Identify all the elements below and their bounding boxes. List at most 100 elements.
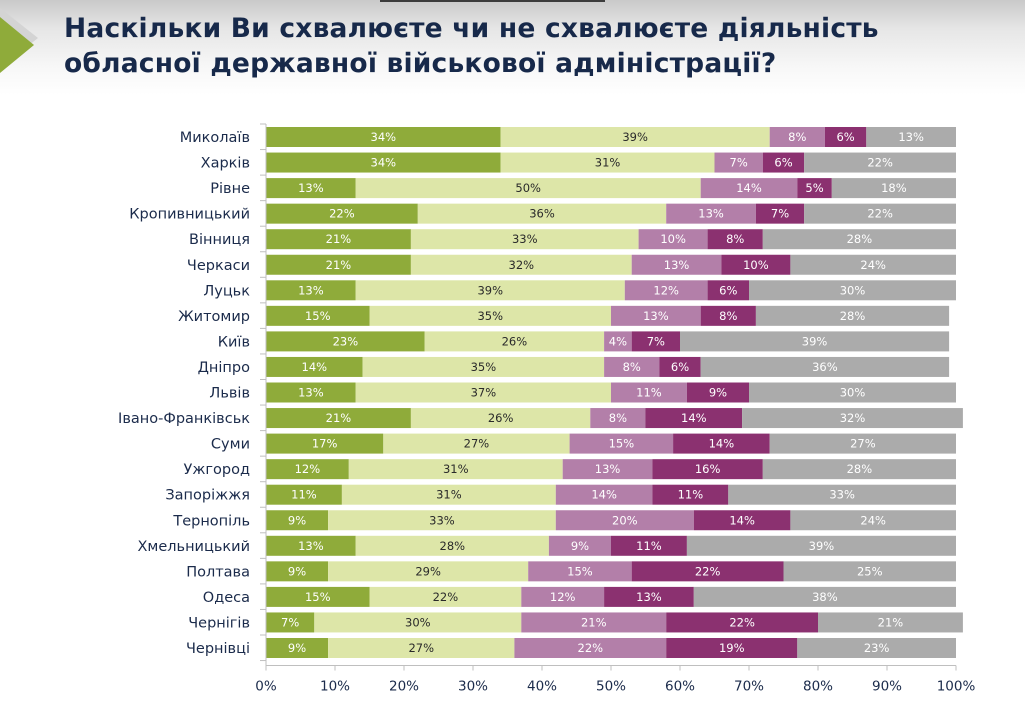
- data-label: 30%: [840, 386, 866, 400]
- bar-segment: [266, 459, 349, 480]
- data-label: 31%: [443, 462, 469, 476]
- bar-segment: [521, 586, 605, 607]
- bar-segment: [355, 535, 549, 556]
- data-label: 22%: [433, 590, 459, 604]
- category-label: Полтава: [186, 564, 250, 580]
- bar-segment: [500, 152, 715, 173]
- bar-segment: [790, 254, 956, 275]
- data-label: 22%: [867, 207, 893, 221]
- bar-segment: [631, 561, 784, 582]
- data-label: 32%: [509, 258, 535, 272]
- bars-layer: 34% 39% 8% 6% 13% 34% 31% 7% 6% 22% 13% 50% 14% 5% 18%…: [266, 127, 963, 658]
- bar-segment: [783, 561, 956, 582]
- bar-segment: [700, 178, 798, 199]
- data-label: 14%: [736, 181, 762, 195]
- data-label: 11%: [636, 539, 662, 553]
- bar-segment: [348, 459, 563, 480]
- x-tick-label: 40%: [527, 679, 557, 695]
- data-label: 30%: [840, 283, 866, 297]
- title-line-2: обласної державної військової адміністра…: [64, 48, 777, 79]
- data-label: 7%: [281, 615, 299, 629]
- data-label: 39%: [802, 334, 828, 348]
- bar-segment: [362, 356, 605, 377]
- data-label: 7%: [730, 156, 748, 170]
- bar-segment: [548, 535, 611, 556]
- category-label: Чернігів: [188, 615, 250, 631]
- data-label: 6%: [719, 283, 737, 297]
- category-label: Одеса: [203, 590, 250, 606]
- data-label: 28%: [847, 462, 873, 476]
- bar-segment: [266, 331, 425, 352]
- bar-segment: [762, 152, 805, 173]
- green-arrow-icon: [0, 17, 34, 73]
- data-label: 4%: [609, 334, 627, 348]
- data-label: 9%: [571, 539, 589, 553]
- bar-segment: [693, 586, 956, 607]
- bar-segment: [631, 254, 722, 275]
- bar-segment: [762, 459, 956, 480]
- data-label: 6%: [671, 360, 689, 374]
- data-label: 38%: [812, 590, 838, 604]
- data-label: 30%: [405, 615, 431, 629]
- bar-segment: [714, 152, 763, 173]
- data-label: 9%: [288, 513, 306, 527]
- bar-segment: [341, 484, 556, 505]
- bar-segment: [266, 408, 411, 429]
- bar-segment: [707, 229, 763, 250]
- data-label: 39%: [622, 130, 648, 144]
- bar-segment: [797, 178, 832, 199]
- bar-segment: [604, 586, 694, 607]
- category-label: Дніпро: [198, 360, 251, 376]
- category-label: Харків: [201, 156, 250, 172]
- bar-segment: [721, 254, 791, 275]
- data-label: 13%: [698, 207, 724, 221]
- x-tick-label: 10%: [320, 679, 350, 695]
- data-label: 21%: [326, 411, 352, 425]
- data-label: 13%: [595, 462, 621, 476]
- data-label: 14%: [681, 411, 707, 425]
- category-label: Житомир: [178, 309, 250, 325]
- bar-segment: [328, 510, 556, 531]
- data-label: 8%: [623, 360, 641, 374]
- bar-segment: [410, 254, 632, 275]
- bar-segment: [673, 433, 770, 454]
- bar-segment: [693, 510, 791, 531]
- x-tick-label: 20%: [389, 679, 419, 695]
- data-label: 13%: [298, 386, 324, 400]
- category-label: Миколаїв: [180, 130, 250, 146]
- data-label: 26%: [488, 411, 514, 425]
- bar-segment: [797, 638, 956, 658]
- bar-segment: [638, 229, 708, 250]
- bar-segment: [652, 459, 763, 480]
- data-label: 9%: [288, 564, 306, 578]
- data-label: 31%: [595, 156, 621, 170]
- data-label: 7%: [771, 207, 789, 221]
- data-label: 26%: [502, 334, 528, 348]
- bar-segment: [355, 178, 701, 199]
- data-label: 11%: [678, 488, 704, 502]
- bar-segment: [728, 484, 956, 505]
- bar-segment: [824, 127, 867, 147]
- bar-segment: [604, 331, 632, 352]
- data-label: 33%: [829, 488, 855, 502]
- category-label: Івано-Франківськ: [118, 411, 250, 427]
- data-label: 35%: [477, 309, 503, 323]
- bar-segment: [328, 638, 515, 658]
- data-label: 13%: [298, 539, 324, 553]
- data-label: 28%: [840, 309, 866, 323]
- data-label: 12%: [295, 462, 321, 476]
- bar-segment: [328, 561, 529, 582]
- data-label: 13%: [664, 258, 690, 272]
- bar-segment: [355, 382, 611, 403]
- data-label: 11%: [636, 386, 662, 400]
- bar-segment: [769, 127, 825, 147]
- bar-segment: [369, 586, 522, 607]
- data-label: 22%: [867, 156, 893, 170]
- bar-segment: [266, 356, 363, 377]
- bar-segment: [266, 484, 342, 505]
- bar-segment: [686, 535, 956, 556]
- bar-segment: [266, 229, 411, 250]
- data-label: 27%: [408, 641, 434, 655]
- data-label: 14%: [709, 437, 735, 451]
- header-background: [0, 0, 1025, 95]
